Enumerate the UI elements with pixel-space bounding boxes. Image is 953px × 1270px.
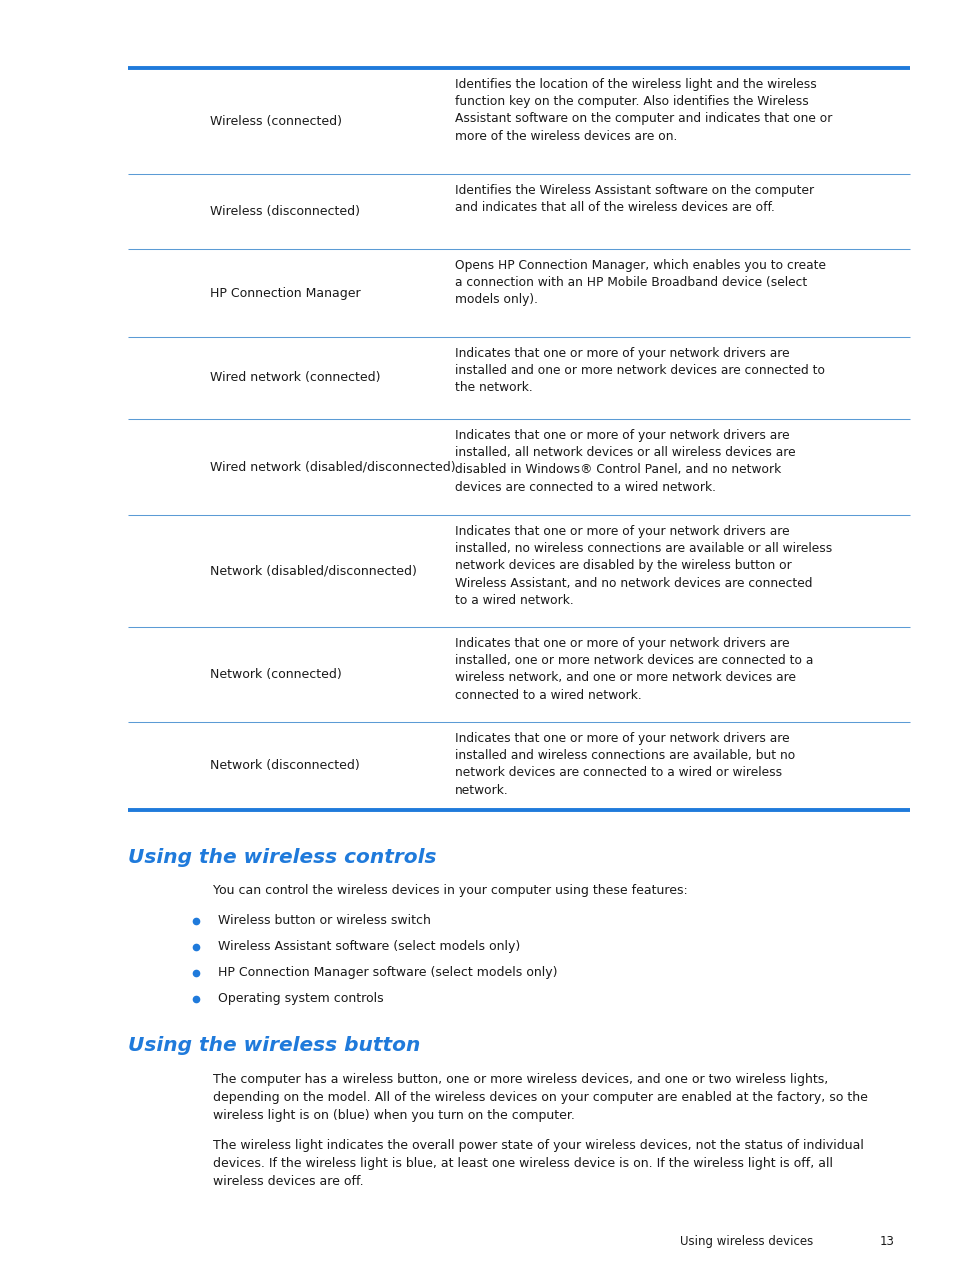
Text: Indicates that one or more of your network drivers are
installed and one or more: Indicates that one or more of your netwo… [455, 347, 824, 395]
Text: 13: 13 [879, 1234, 894, 1248]
Text: Wireless (connected): Wireless (connected) [210, 114, 341, 127]
Text: Identifies the Wireless Assistant software on the computer
and indicates that al: Identifies the Wireless Assistant softwa… [455, 184, 813, 215]
Text: Indicates that one or more of your network drivers are
installed, no wireless co: Indicates that one or more of your netwo… [455, 525, 831, 607]
Text: Network (connected): Network (connected) [210, 668, 341, 681]
Text: HP Connection Manager software (select models only): HP Connection Manager software (select m… [218, 966, 557, 979]
Text: Wired network (connected): Wired network (connected) [210, 372, 380, 385]
Text: You can control the wireless devices in your computer using these features:: You can control the wireless devices in … [213, 884, 687, 897]
Text: The wireless light indicates the overall power state of your wireless devices, n: The wireless light indicates the overall… [213, 1139, 863, 1187]
Text: Wired network (disabled/disconnected): Wired network (disabled/disconnected) [210, 461, 456, 474]
Text: Operating system controls: Operating system controls [218, 992, 383, 1005]
Text: Using wireless devices: Using wireless devices [679, 1234, 812, 1248]
Text: Indicates that one or more of your network drivers are
installed and wireless co: Indicates that one or more of your netwo… [455, 732, 795, 796]
Text: Wireless Assistant software (select models only): Wireless Assistant software (select mode… [218, 940, 519, 952]
Text: Using the wireless button: Using the wireless button [128, 1036, 420, 1055]
Text: Opens HP Connection Manager, which enables you to create
a connection with an HP: Opens HP Connection Manager, which enabl… [455, 259, 825, 306]
Text: HP Connection Manager: HP Connection Manager [210, 287, 360, 300]
Text: Network (disabled/disconnected): Network (disabled/disconnected) [210, 564, 416, 578]
Text: The computer has a wireless button, one or more wireless devices, and one or two: The computer has a wireless button, one … [213, 1073, 867, 1121]
Text: Network (disconnected): Network (disconnected) [210, 759, 359, 772]
Text: Wireless button or wireless switch: Wireless button or wireless switch [218, 914, 431, 927]
Text: Identifies the location of the wireless light and the wireless
function key on t: Identifies the location of the wireless … [455, 77, 832, 142]
Text: Indicates that one or more of your network drivers are
installed, one or more ne: Indicates that one or more of your netwo… [455, 638, 813, 701]
Text: Using the wireless controls: Using the wireless controls [128, 848, 436, 867]
Text: Wireless (disconnected): Wireless (disconnected) [210, 204, 359, 218]
Text: Indicates that one or more of your network drivers are
installed, all network de: Indicates that one or more of your netwo… [455, 429, 795, 494]
